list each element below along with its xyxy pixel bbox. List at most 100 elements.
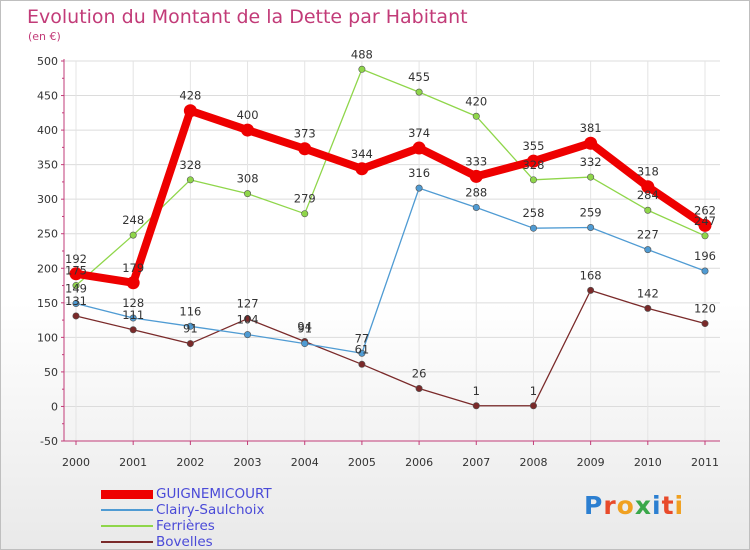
data-label: 247 (694, 214, 716, 228)
data-label: 332 (580, 155, 602, 169)
x-tick-label: 2008 (519, 456, 547, 469)
data-label: 61 (355, 342, 370, 356)
series-line-0 (72, 106, 709, 287)
data-point (358, 349, 366, 357)
legend-label: Bovelles (156, 534, 213, 550)
data-point (526, 154, 540, 168)
data-label: 192 (65, 252, 87, 266)
legend-label: Ferrières (156, 518, 215, 534)
legend-swatch (101, 525, 153, 527)
y-tick-label: 250 (37, 228, 58, 241)
legend-swatch (101, 490, 153, 499)
data-point (701, 267, 709, 275)
data-label: 288 (465, 185, 487, 199)
data-point (415, 88, 423, 96)
series-line-3 (75, 289, 706, 407)
data-point (529, 176, 537, 184)
data-point (644, 206, 652, 214)
data-label: 131 (65, 294, 87, 308)
y-tick-label: 50 (44, 366, 58, 379)
x-tick-label: 2004 (291, 456, 319, 469)
data-point (355, 162, 369, 176)
y-tick-label: 500 (37, 55, 58, 68)
data-point (412, 141, 426, 155)
x-tick-label: 2001 (119, 456, 147, 469)
x-tick-label: 2003 (234, 456, 262, 469)
data-point (587, 286, 595, 294)
data-label: 104 (237, 313, 259, 327)
data-point (415, 384, 423, 392)
data-label: 455 (408, 70, 430, 84)
data-point (641, 180, 655, 194)
data-label: 488 (351, 47, 373, 61)
data-label: 91 (297, 322, 312, 336)
x-tick-label: 2002 (176, 456, 204, 469)
data-point (469, 169, 483, 183)
data-label: 400 (237, 108, 259, 122)
data-point (72, 300, 80, 308)
data-point (186, 322, 194, 330)
data-label: 91 (183, 322, 198, 336)
x-tick-label: 2007 (462, 456, 490, 469)
data-label: 128 (122, 296, 144, 310)
x-tick-label: 2006 (405, 456, 433, 469)
y-tick-label: 150 (37, 297, 58, 310)
data-label: 196 (694, 249, 716, 263)
data-point (301, 340, 309, 348)
data-label: 1 (530, 384, 537, 398)
data-label: 77 (355, 331, 370, 345)
data-label: 333 (465, 154, 487, 168)
data-point (186, 176, 194, 184)
data-point (701, 320, 709, 328)
proxiti-logo: Proxiti (584, 491, 685, 520)
data-point (529, 224, 537, 232)
data-point (472, 203, 480, 211)
legend-label: GUIGNEMICOURT (156, 486, 272, 502)
data-label: 328 (522, 158, 544, 172)
y-tick-label: 300 (37, 193, 58, 206)
data-label: 381 (580, 121, 602, 135)
data-point (644, 304, 652, 312)
data-label: 227 (637, 228, 659, 242)
y-tick-label: 200 (37, 262, 58, 275)
data-label: 328 (179, 158, 201, 172)
data-label: 373 (294, 127, 316, 141)
data-label: 355 (522, 139, 544, 153)
data-label: 168 (580, 268, 602, 282)
data-label: 248 (122, 213, 144, 227)
data-label: 374 (408, 126, 430, 140)
data-point (415, 184, 423, 192)
data-label: 316 (408, 166, 430, 180)
data-point (472, 112, 480, 120)
data-point (358, 65, 366, 73)
data-point (129, 314, 137, 322)
data-point (587, 224, 595, 232)
line-chart: -50 0 50 100 150 200 250 300 350 400 450 500 2000 200… (37, 47, 720, 469)
y-tick-label: -50 (40, 435, 58, 448)
data-point (701, 232, 709, 240)
data-point (301, 210, 309, 218)
data-point (584, 136, 598, 150)
data-point (698, 218, 712, 232)
y-tick-label: 450 (37, 90, 58, 103)
data-label: 318 (637, 165, 659, 179)
data-label: 116 (179, 304, 201, 318)
data-point (472, 402, 480, 410)
data-label: 142 (637, 286, 659, 300)
x-tick-label: 2009 (577, 456, 605, 469)
data-point (241, 123, 255, 137)
data-point (244, 331, 252, 339)
data-point (126, 276, 140, 290)
data-point (129, 326, 137, 334)
data-label: 1 (473, 384, 480, 398)
y-tick-label: 0 (51, 400, 58, 413)
data-point (244, 315, 252, 323)
data-label: 284 (637, 188, 659, 202)
data-point (529, 402, 537, 410)
data-label: 262 (694, 203, 716, 217)
series-line-2 (75, 68, 706, 287)
data-point (244, 190, 252, 198)
x-tick-label: 2000 (62, 456, 90, 469)
data-label: 308 (237, 172, 259, 186)
data-label: 127 (237, 297, 259, 311)
